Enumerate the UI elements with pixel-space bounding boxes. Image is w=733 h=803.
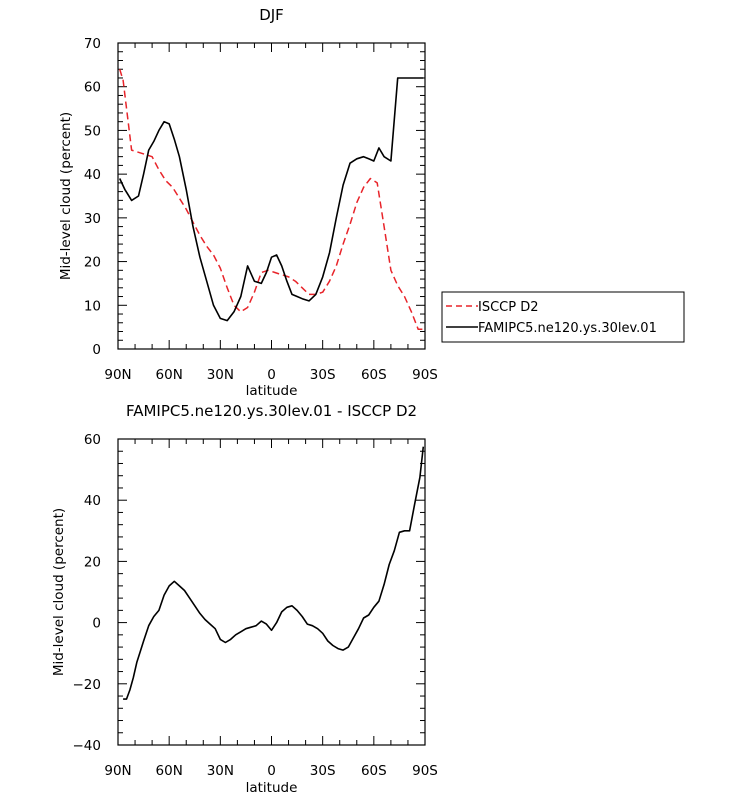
bottom-x-tick-label: 30N xyxy=(207,763,234,779)
top-x-tick-label: 60S xyxy=(361,367,387,383)
top-x-tick-label: 30S xyxy=(310,367,336,383)
legend-label-famip: FAMIPC5.ne120.ys.30lev.01 xyxy=(478,321,657,336)
legend-box xyxy=(441,291,685,343)
top-y-tick-label: 20 xyxy=(84,255,101,271)
bottom-x-tick-label: 60N xyxy=(156,763,183,779)
bottom-plot-frame xyxy=(117,438,426,746)
bottom-x-tick-label: 60S xyxy=(361,763,387,779)
bottom-y-tick-label: 20 xyxy=(84,554,101,570)
top-plot-frame xyxy=(117,42,426,350)
top-plot-lines xyxy=(118,68,424,331)
legend: ISCCP D2 FAMIPC5.ne120.ys.30lev.01 xyxy=(441,291,685,343)
top-y-tick-label: 0 xyxy=(92,342,101,358)
bottom-y-tick-label: −20 xyxy=(73,677,102,693)
bottom-x-tick-label: 90S xyxy=(412,763,438,779)
top-panel: DJF latitude Mid-level cloud (percent) 9… xyxy=(58,6,438,399)
bottom-y-tick-label: −40 xyxy=(73,738,102,754)
bottom-chart-title: FAMIPC5.ne120.ys.30lev.01 - ISCCP D2 xyxy=(126,402,417,420)
top-y-tick-label: 30 xyxy=(84,211,101,227)
bottom-x-tick-label: 30S xyxy=(310,763,336,779)
bottom-y-tick-label: 60 xyxy=(84,432,101,448)
top-axis-ticks: 90N 60N 30N 0 30S 60S 90S 0 10 20 30 40 50 60 70 xyxy=(84,36,438,383)
bottom-axis-ticks: 90N 60N 30N 0 30S 60S 90S −40 −20 0 20 40 60 xyxy=(73,432,438,779)
top-chart-title: DJF xyxy=(259,6,284,24)
legend-label-isccp: ISCCP D2 xyxy=(478,300,539,315)
top-y-tick-label: 40 xyxy=(84,167,101,183)
bottom-series-line-1 xyxy=(123,446,425,700)
bottom-x-axis-label: latitude xyxy=(246,780,298,796)
top-y-tick-label: 50 xyxy=(84,123,101,139)
bottom-plot-lines xyxy=(123,446,425,700)
top-x-tick-label: 0 xyxy=(267,367,276,383)
top-x-tick-label: 30N xyxy=(207,367,234,383)
top-x-axis-label: latitude xyxy=(246,383,298,399)
top-y-tick-label: 60 xyxy=(84,80,101,96)
bottom-y-tick-label: 40 xyxy=(84,493,101,509)
top-y-axis-label: Mid-level cloud (percent) xyxy=(58,112,74,280)
bottom-x-tick-label: 0 xyxy=(267,763,276,779)
top-y-tick-label: 10 xyxy=(84,298,101,314)
top-x-tick-label: 90S xyxy=(412,367,438,383)
bottom-y-axis-label: Mid-level cloud (percent) xyxy=(51,508,67,676)
top-series-line-2 xyxy=(118,77,424,322)
bottom-x-tick-label: 90N xyxy=(104,763,131,779)
top-x-tick-label: 90N xyxy=(104,367,131,383)
bottom-y-tick-label: 0 xyxy=(92,616,101,632)
top-series-line-1 xyxy=(118,68,424,331)
top-x-tick-label: 60N xyxy=(156,367,183,383)
bottom-panel: FAMIPC5.ne120.ys.30lev.01 - ISCCP D2 lat… xyxy=(51,402,438,796)
top-y-tick-label: 70 xyxy=(84,36,101,52)
